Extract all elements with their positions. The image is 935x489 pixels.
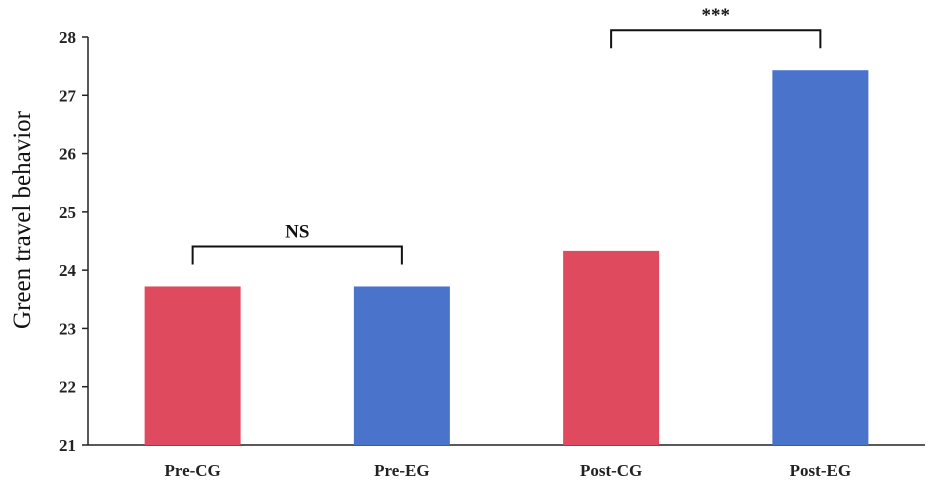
y-axis-title: Green travel behavior	[9, 110, 36, 329]
bars	[144, 70, 869, 446]
y-tick-label: 28	[59, 28, 76, 47]
bar-post-cg	[563, 250, 660, 445]
significance-label: ***	[702, 5, 731, 26]
bar-pre-cg	[144, 286, 241, 445]
x-axis: Pre-CG Pre-EG Post-CG Post-EG	[88, 444, 925, 480]
y-tick-label: 23	[59, 319, 76, 338]
x-tick-label: Post-CG	[580, 461, 642, 480]
y-tick-label: 21	[59, 436, 76, 455]
bar-pre-eg	[353, 286, 450, 445]
y-tick-label: 26	[59, 145, 76, 164]
significance-bracket	[191, 245, 403, 265]
x-tick-label: Pre-CG	[164, 461, 220, 480]
y-axis: 21 22 23 24 25 26 27 28	[59, 28, 89, 455]
x-tick-label: Pre-EG	[374, 461, 429, 480]
significance-bracket	[610, 29, 822, 49]
bar-post-eg	[772, 70, 869, 446]
y-tick-label: 22	[59, 378, 76, 397]
y-tick-label: 25	[59, 203, 76, 222]
x-tick-label: Post-EG	[790, 461, 851, 480]
y-tick-label: 24	[59, 261, 77, 280]
significance-annotations: NS ***	[191, 5, 822, 265]
significance-label: NS	[285, 221, 309, 242]
y-tick-label: 27	[59, 86, 77, 105]
